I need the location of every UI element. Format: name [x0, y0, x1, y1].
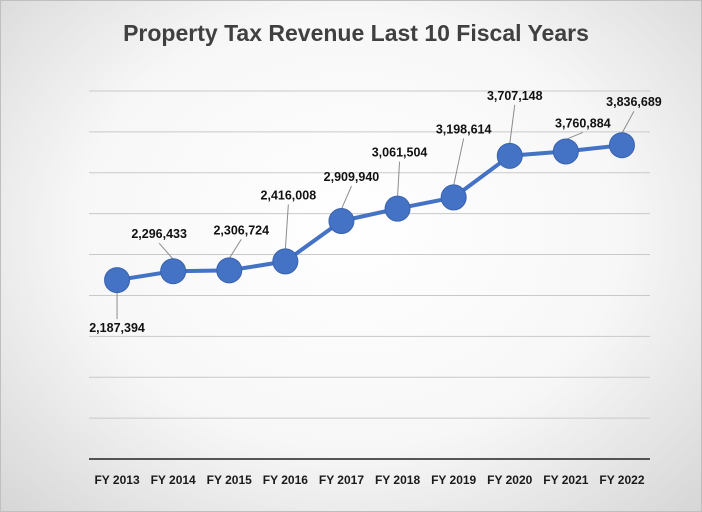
data-point — [216, 257, 243, 284]
data-point — [328, 208, 355, 235]
x-tick-label: FY 2016 — [263, 473, 308, 487]
leader-line — [158, 242, 174, 260]
data-label: 3,061,504 — [372, 146, 428, 160]
data-point — [160, 258, 187, 285]
x-tick-label: FY 2018 — [375, 473, 420, 487]
chart-title: Property Tax Revenue Last 10 Fiscal Year… — [123, 20, 589, 46]
data-label: 3,198,614 — [436, 122, 492, 136]
leader-line — [284, 204, 289, 250]
leader-line — [565, 131, 584, 140]
data-label: 2,909,940 — [324, 170, 380, 184]
x-tick-label: FY 2021 — [543, 473, 588, 487]
leader-line — [340, 185, 352, 210]
data-point — [496, 142, 523, 169]
leader-line — [621, 111, 635, 134]
leader-line — [453, 138, 465, 186]
data-label: 3,836,689 — [606, 95, 662, 109]
data-point — [104, 267, 131, 294]
series-line — [115, 143, 624, 283]
data-point — [608, 132, 635, 159]
x-tick-label: FY 2013 — [94, 473, 139, 487]
x-tick-label: FY 2015 — [207, 473, 252, 487]
data-point — [384, 195, 411, 222]
leader-line — [509, 104, 516, 144]
x-tick-label: FY 2017 — [319, 473, 364, 487]
data-label: 2,306,724 — [213, 223, 269, 237]
leader-line — [397, 161, 401, 197]
data-point — [552, 138, 579, 165]
x-tick-label: FY 2014 — [151, 473, 196, 487]
data-label: 2,416,008 — [261, 188, 317, 202]
data-label: 2,296,433 — [131, 227, 187, 241]
leader-line — [228, 239, 242, 259]
data-label: 3,707,148 — [487, 89, 543, 103]
data-label: 3,760,884 — [555, 116, 611, 130]
x-tick-label: FY 2020 — [487, 473, 532, 487]
x-tick-label: FY 2019 — [431, 473, 476, 487]
data-point — [272, 248, 299, 275]
x-tick-label: FY 2022 — [599, 473, 644, 487]
data-point — [440, 184, 467, 211]
data-label: 2,187,394 — [89, 321, 145, 335]
